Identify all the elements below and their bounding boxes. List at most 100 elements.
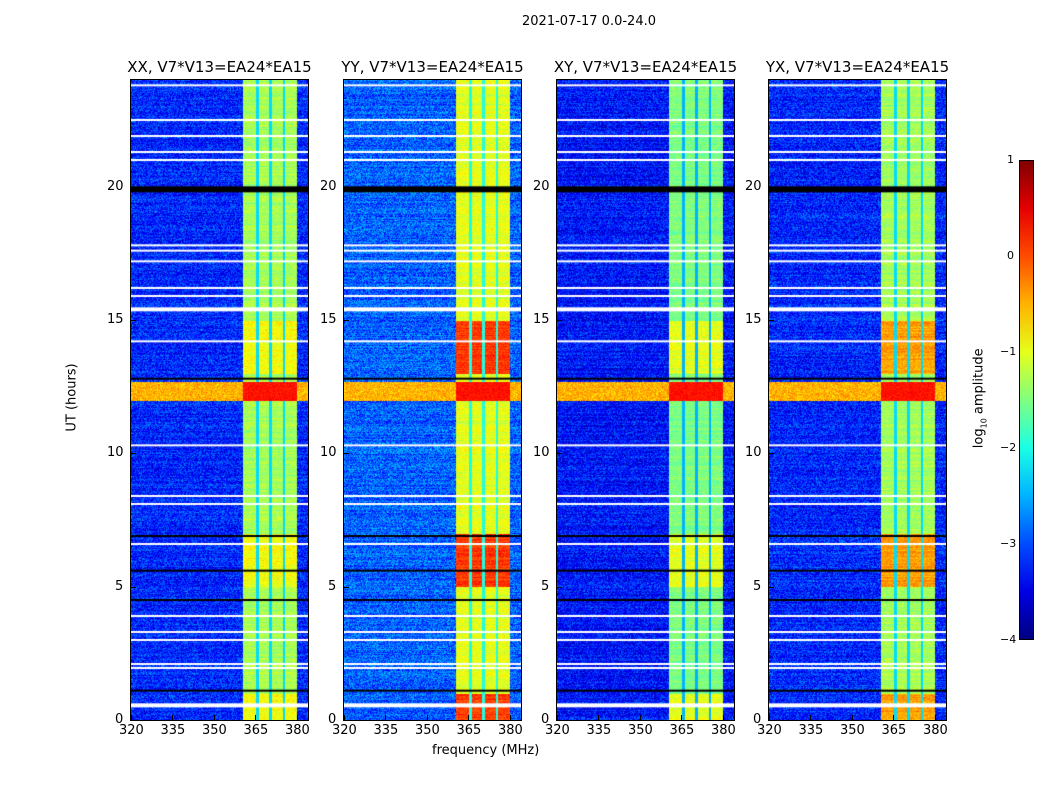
y-tick-label: 5 [328,578,337,594]
x-tick-label: 335 [160,723,186,738]
y-tick-label: 10 [533,445,550,461]
x-tick-mark [722,715,724,720]
panel-1: YY, V7*V13=EA24*EA15 320 335 350 365 380 0 5 10 1… [320,58,524,738]
y-tick-mark [344,453,349,455]
x-tick-mark [172,715,174,720]
y-tick-mark [557,586,562,588]
x-tick-label: 380 [710,723,736,738]
heatmap-0 [131,80,308,720]
y-tick-mark [769,453,774,455]
y-tick-label: 10 [107,445,124,461]
panel-0: XX, V7*V13=EA24*EA15 320 335 350 365 380 0 5 10 1… [107,58,312,738]
x-tick-mark [131,715,132,720]
x-tick-label: 365 [243,723,269,738]
x-tick-label: 320 [332,723,357,738]
y-tick-label: 5 [753,578,762,594]
x-tick-label: 335 [798,723,824,738]
y-tick-mark [344,720,349,721]
x-tick-label: 380 [284,723,310,738]
y-tick-mark [557,453,562,455]
x-tick-label: 365 [669,723,695,738]
colorbar-tick-label: 0 [1007,249,1014,262]
x-tick-label: 380 [922,723,948,738]
panel-title: XY, V7*V13=EA24*EA15 [553,58,738,76]
y-tick-mark [131,720,136,721]
y-tick-label: 0 [753,712,762,727]
y-tick-label: 0 [115,712,124,727]
figure-title: 2021-07-17 0.0-24.0 [522,14,656,29]
x-tick-mark [344,715,345,720]
x-tick-label: 350 [201,723,227,738]
y-tick-mark [769,586,774,588]
x-tick-mark [681,715,683,720]
y-tick-mark [557,186,562,188]
x-tick-mark [255,715,257,720]
panel-title: YX, V7*V13=EA24*EA15 [765,58,950,76]
y-tick-label: 15 [320,312,337,327]
panel-title: XX, V7*V13=EA24*EA15 [127,58,312,76]
colorbar-tick-label: −3 [1000,537,1017,550]
heatmap-1 [344,80,521,720]
x-tick-label: 365 [881,723,907,738]
y-tick-mark [131,586,136,588]
x-tick-label: 320 [545,723,570,738]
y-tick-label: 10 [320,445,337,461]
colorbar-tick-label: −2 [1000,441,1017,454]
y-tick-label: 15 [745,312,762,327]
y-tick-mark [557,720,562,721]
x-tick-label: 335 [373,723,399,738]
x-tick-mark [509,715,511,720]
x-tick-mark [385,715,387,720]
x-tick-label: 365 [456,723,482,738]
x-tick-label: 380 [497,723,523,738]
y-tick-mark [344,320,349,321]
colorbar-tick-label: −4 [1000,633,1017,646]
y-tick-mark [557,320,562,321]
y-tick-mark [769,186,774,188]
y-tick-label: 10 [745,445,762,461]
x-tick-label: 320 [757,723,782,738]
x-tick-mark [934,715,936,720]
y-tick-label: 20 [533,178,550,194]
y-tick-mark [131,320,136,321]
x-tick-mark [213,715,215,720]
heatmap-2 [557,80,734,720]
x-tick-mark [893,715,895,720]
x-tick-mark [557,715,558,720]
x-tick-mark [851,715,853,720]
y-axis-label: UT (hours) [64,363,80,432]
x-tick-label: 350 [627,723,653,738]
y-tick-mark [131,453,136,455]
y-tick-label: 5 [115,578,124,594]
y-tick-label: 5 [541,578,550,594]
x-tick-mark [426,715,428,720]
colorbar [1019,160,1034,640]
x-tick-mark [810,715,812,720]
x-tick-label: 335 [586,723,612,738]
x-tick-label: 320 [119,723,144,738]
y-tick-mark [344,186,349,188]
x-tick-mark [769,715,770,720]
colorbar-tick-label: −1 [1000,345,1017,358]
x-tick-mark [639,715,641,720]
y-tick-label: 20 [745,178,762,194]
y-tick-mark [769,720,774,721]
panel-title: YY, V7*V13=EA24*EA15 [341,58,524,76]
colorbar-label: log10 amplitude [971,348,989,449]
y-tick-mark [769,320,774,321]
x-tick-label: 350 [414,723,440,738]
panel-3: YX, V7*V13=EA24*EA15 320 335 350 365 380 0 5 10 1… [745,58,949,738]
x-tick-mark [296,715,298,720]
x-axis-label: frequency (MHz) [432,743,540,758]
x-tick-mark [598,715,600,720]
y-tick-label: 0 [328,712,337,727]
y-tick-mark [344,586,349,588]
heatmap-3 [769,80,946,720]
y-tick-label: 15 [107,312,124,327]
y-tick-label: 20 [320,178,337,194]
y-tick-label: 0 [541,712,550,727]
y-tick-mark [131,186,136,188]
x-tick-label: 350 [839,723,865,738]
x-tick-mark [468,715,470,720]
